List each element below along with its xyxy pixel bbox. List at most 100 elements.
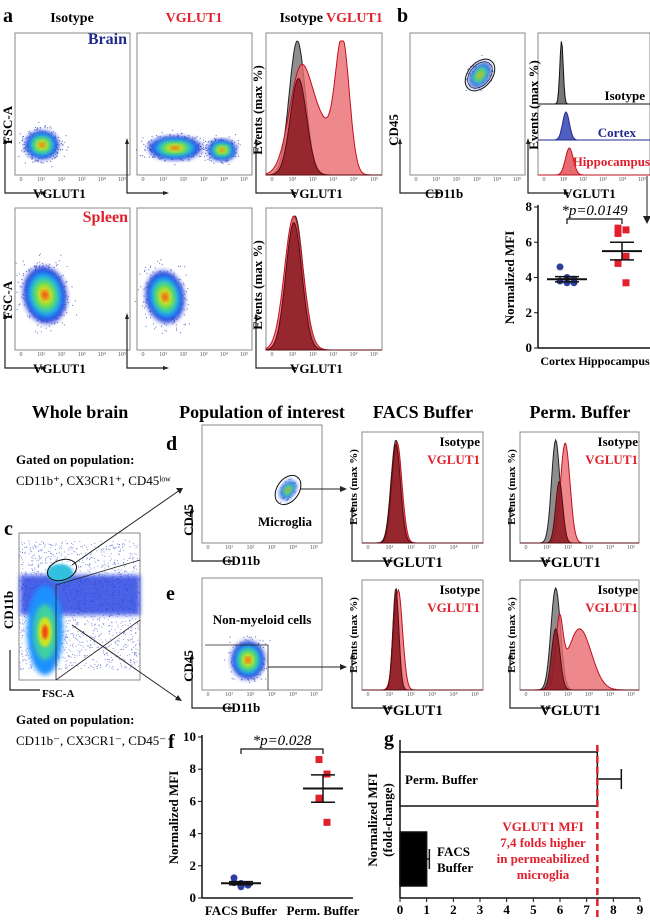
- event-dot: [130, 659, 132, 662]
- y-tick-label: 8: [190, 761, 197, 776]
- event-dot: [36, 262, 38, 264]
- event-dot: [61, 148, 64, 151]
- event-dot: [115, 640, 117, 642]
- event-dot: [119, 662, 121, 664]
- event-dot: [28, 543, 30, 545]
- event-dot: [54, 544, 56, 546]
- event-dot: [65, 626, 67, 628]
- event-dot: [93, 567, 95, 569]
- event-dot: [21, 622, 24, 624]
- event-dot: [134, 654, 136, 656]
- event-dot: [44, 125, 46, 127]
- event-dot: [122, 544, 124, 546]
- event-dot: [56, 557, 58, 559]
- e-gate: [205, 644, 269, 690]
- annotation-line: 7,4 folds higher: [500, 835, 586, 850]
- x-category-label: Cortex: [540, 354, 575, 368]
- event-dot: [92, 630, 94, 632]
- x-tick-label: 10¹: [543, 692, 551, 698]
- e-facs-hist-frame: [361, 579, 484, 691]
- event-dot: [129, 659, 131, 661]
- event-dot: [26, 634, 28, 636]
- event-dot: [265, 667, 268, 670]
- event-dot: [111, 625, 113, 627]
- event-dot: [78, 635, 80, 638]
- event-dot: [39, 253, 41, 255]
- event-dot: [105, 549, 107, 551]
- event-dot: [24, 658, 26, 660]
- event-dot: [172, 129, 174, 132]
- event-dot: [288, 478, 290, 481]
- event-dot: [97, 565, 99, 567]
- event-dot: [78, 633, 80, 635]
- event-dot: [228, 652, 230, 654]
- event-dot: [22, 136, 24, 138]
- event-dot: [135, 547, 137, 549]
- y-tick-label: 4: [190, 826, 197, 841]
- d-perm-ylabel: Events (max %): [506, 449, 518, 525]
- event-dot: [178, 279, 180, 281]
- event-dot: [22, 628, 24, 630]
- event-dot: [40, 562, 42, 564]
- event-dot: [111, 621, 113, 624]
- event-dot: [481, 54, 483, 57]
- b-ylabel-cd45: CD45: [386, 114, 401, 146]
- x-tick-label: 10⁴: [98, 177, 106, 183]
- event-dot: [23, 616, 26, 618]
- event-dot: [114, 570, 117, 572]
- event-dot: [123, 646, 125, 648]
- event-dot: [110, 638, 112, 640]
- event-dot: [42, 162, 44, 164]
- event-dot: [113, 561, 115, 563]
- event-dot: [130, 633, 132, 636]
- event-dot: [22, 274, 24, 277]
- event-dot: [94, 561, 96, 563]
- event-dot: [21, 552, 23, 554]
- event-dot: [31, 661, 33, 663]
- event-dot: [105, 545, 107, 547]
- d-facs-ylabel: Events (max %): [348, 449, 360, 525]
- event-dot: [37, 570, 40, 572]
- event-dot: [49, 551, 51, 553]
- event-dot: [35, 330, 37, 332]
- d-arrowhead: [340, 486, 347, 492]
- event-dot: [19, 614, 21, 617]
- c-body-core: [42, 625, 48, 639]
- event-dot: [58, 136, 60, 138]
- event-dot: [229, 652, 231, 654]
- event-dot: [35, 546, 37, 548]
- event-dot: [41, 562, 43, 564]
- event-dot: [179, 332, 182, 334]
- event-dot: [149, 142, 151, 144]
- event-dot: [89, 559, 91, 561]
- event-dot: [205, 146, 207, 148]
- event-dot: [116, 560, 118, 562]
- d-perm-legend-vglut1: VGLUT1: [585, 452, 638, 467]
- event-dot: [133, 662, 135, 664]
- d-facs-xlabel: VGLUT1: [382, 555, 443, 571]
- event-dot: [186, 308, 188, 310]
- density-5: [219, 148, 225, 152]
- event-dot: [184, 324, 187, 326]
- event-dot: [127, 645, 129, 647]
- event-dot: [68, 649, 70, 651]
- event-dot: [126, 667, 128, 669]
- event-dot: [61, 560, 63, 562]
- x-tick-label: 0: [367, 545, 370, 551]
- event-dot: [229, 641, 231, 643]
- e-perm-hist-y-arrowhead: [508, 653, 512, 659]
- event-dot: [34, 567, 36, 569]
- event-dot: [230, 671, 233, 673]
- x-tick-label: 10⁴: [220, 352, 228, 358]
- event-dot: [133, 661, 135, 663]
- event-dot: [124, 634, 126, 636]
- event-dot: [107, 658, 109, 660]
- event-dot: [74, 300, 77, 302]
- event-dot: [65, 540, 67, 542]
- c-microglia-cloud: [47, 564, 73, 582]
- event-dot: [228, 163, 230, 165]
- event-dot: [71, 548, 73, 550]
- event-dot: [144, 148, 146, 151]
- data-point: [614, 259, 622, 267]
- event-dot: [22, 623, 24, 625]
